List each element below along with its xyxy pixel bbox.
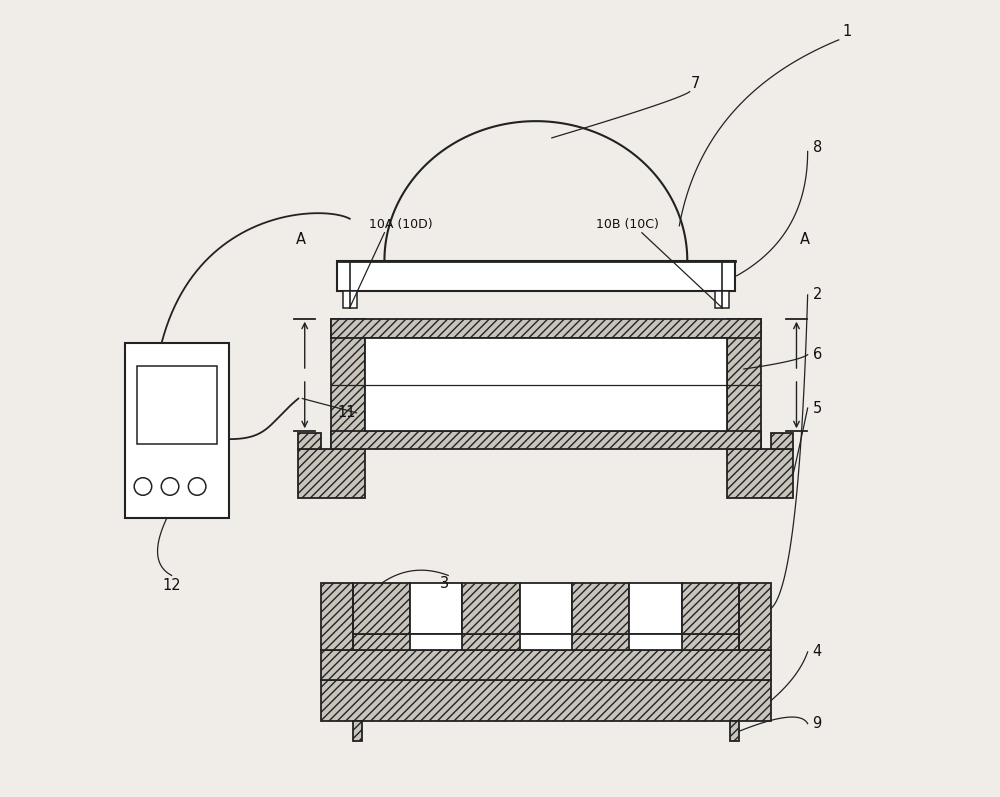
Bar bbox=[125, 343, 229, 518]
Bar bbox=[727, 319, 761, 449]
Text: 11: 11 bbox=[338, 406, 356, 420]
Bar bbox=[331, 319, 761, 338]
Bar bbox=[715, 291, 729, 308]
Bar bbox=[572, 583, 629, 634]
Bar bbox=[331, 319, 365, 449]
Text: 4: 4 bbox=[813, 645, 822, 659]
Text: 5: 5 bbox=[813, 401, 822, 415]
Bar bbox=[298, 433, 321, 449]
Text: 1: 1 bbox=[842, 25, 851, 39]
Bar bbox=[462, 583, 520, 634]
Bar bbox=[353, 583, 410, 634]
Bar bbox=[682, 583, 739, 634]
Bar bbox=[321, 680, 771, 721]
Bar bbox=[337, 261, 735, 291]
Bar bbox=[353, 634, 739, 650]
Bar bbox=[629, 583, 682, 634]
Bar bbox=[520, 583, 572, 634]
Text: 7: 7 bbox=[691, 77, 700, 91]
Bar bbox=[365, 338, 727, 431]
Bar bbox=[137, 366, 217, 445]
Bar bbox=[321, 583, 353, 650]
Bar bbox=[343, 291, 357, 308]
Bar bbox=[520, 634, 572, 650]
Bar bbox=[629, 634, 682, 650]
Text: A: A bbox=[296, 232, 306, 246]
Bar bbox=[410, 583, 462, 634]
Bar bbox=[331, 431, 761, 449]
Bar bbox=[730, 721, 739, 741]
Text: 12: 12 bbox=[162, 579, 181, 593]
Text: 2: 2 bbox=[813, 288, 822, 302]
Bar bbox=[739, 583, 771, 650]
Bar bbox=[353, 721, 362, 741]
Text: A: A bbox=[799, 232, 809, 246]
Text: 9: 9 bbox=[813, 717, 822, 731]
Bar bbox=[727, 449, 793, 498]
Text: 6: 6 bbox=[813, 347, 822, 362]
Text: 10B (10C): 10B (10C) bbox=[596, 218, 659, 231]
Bar bbox=[771, 433, 793, 449]
Bar bbox=[298, 449, 365, 498]
Text: 3: 3 bbox=[440, 576, 449, 591]
Bar bbox=[321, 650, 771, 680]
Text: 8: 8 bbox=[813, 140, 822, 155]
Text: 10A (10D): 10A (10D) bbox=[369, 218, 432, 231]
Bar bbox=[410, 634, 462, 650]
